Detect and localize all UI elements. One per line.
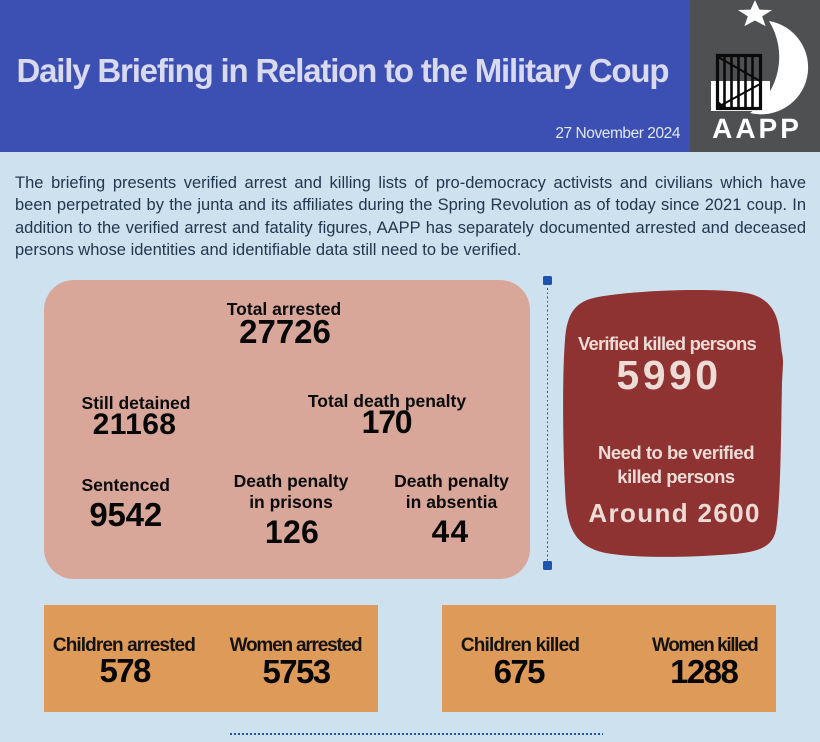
svg-text:AAPP: AAPP (712, 113, 802, 144)
